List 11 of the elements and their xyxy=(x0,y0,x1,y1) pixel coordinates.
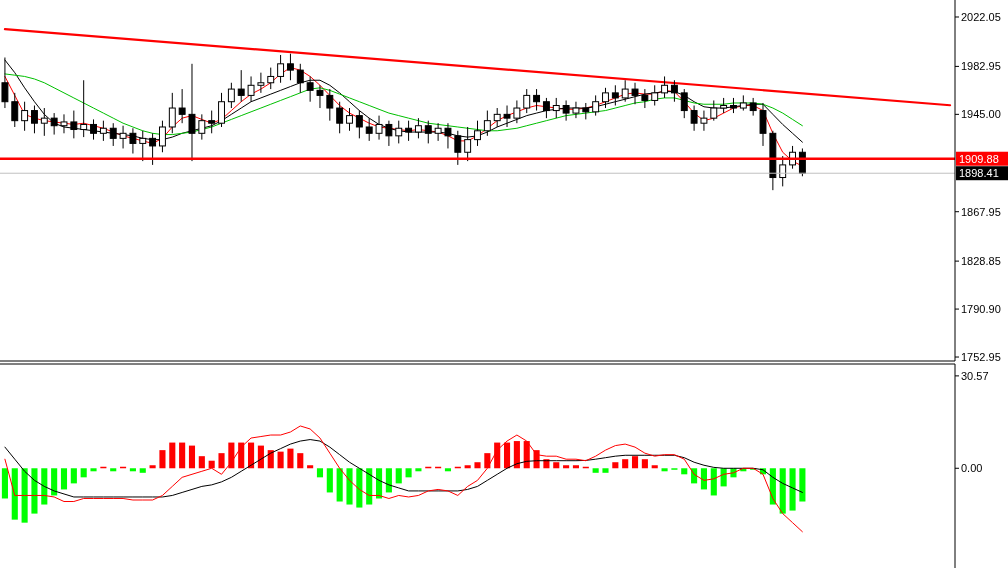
y-tick-label: 1790.90 xyxy=(961,303,1001,316)
ref-line-label: 1898.41 xyxy=(959,167,999,180)
y-tick-label: 1945.00 xyxy=(961,108,1001,121)
y-tick-label: 2022.05 xyxy=(961,10,1001,23)
y-tick-label: 0.00 xyxy=(961,462,983,475)
ref-line-label: 1909.88 xyxy=(959,152,999,165)
y-tick-label: 30.57 xyxy=(961,369,989,382)
y-tick-label: 1867.95 xyxy=(961,205,1001,218)
y-tick-label: 1982.95 xyxy=(961,60,1001,73)
y-tick-label: 1752.95 xyxy=(961,351,1001,364)
y-tick-label: 1828.85 xyxy=(961,255,1001,268)
